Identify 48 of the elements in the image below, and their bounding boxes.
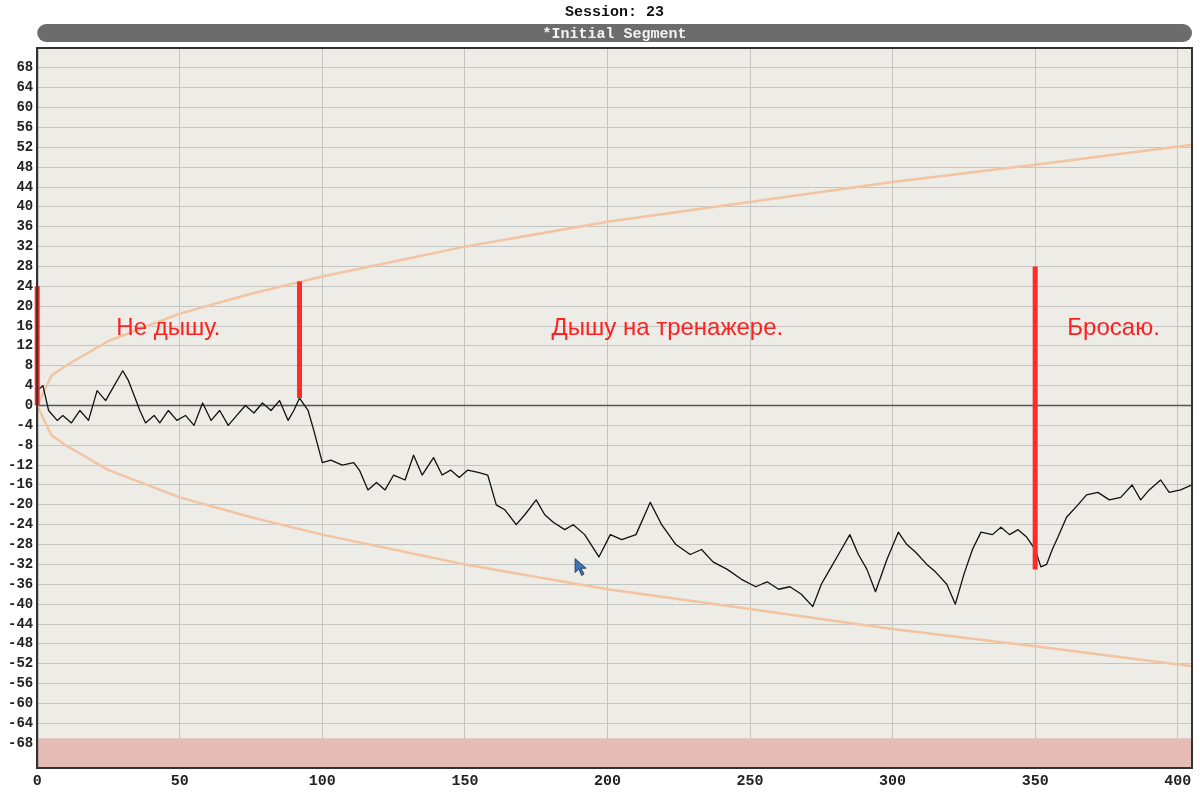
- y-tick-label: -16: [7, 476, 34, 493]
- y-tick-label: 36: [16, 218, 34, 235]
- y-tick-label: 60: [16, 99, 34, 116]
- x-tick-label: 150: [451, 772, 479, 790]
- y-tick-label: 52: [16, 138, 34, 155]
- x-tick-label: 100: [308, 772, 336, 790]
- y-tick-label: 40: [16, 198, 34, 215]
- y-tick-label: -68: [7, 734, 34, 751]
- x-tick-label: 200: [593, 772, 621, 790]
- y-tick-label: -52: [7, 655, 34, 672]
- y-tick-label: -60: [7, 694, 34, 711]
- y-tick-label: -56: [7, 675, 34, 692]
- chart-subtitle: *Initial Segment: [542, 25, 687, 43]
- x-tick-label: 300: [879, 772, 907, 790]
- y-tick-label: 12: [16, 337, 34, 354]
- y-tick-label: -4: [16, 416, 34, 433]
- y-tick-label: 16: [16, 317, 34, 334]
- chart-title: Session: 23: [565, 3, 665, 21]
- y-tick-label: -36: [7, 575, 34, 592]
- y-tick-label: 4: [24, 377, 34, 394]
- y-tick-label: -40: [7, 595, 34, 612]
- y-tick-label: 48: [16, 158, 34, 175]
- x-tick-label: 350: [1021, 772, 1049, 790]
- y-tick-label: -24: [7, 516, 34, 533]
- annotation: Бросаю.: [1067, 313, 1160, 341]
- y-tick-label: 0: [24, 397, 34, 414]
- y-tick-label: 44: [16, 178, 34, 195]
- annotation: Дышу на тренажере.: [551, 313, 784, 341]
- y-tick-label: -32: [7, 555, 34, 572]
- y-tick-label: -20: [7, 496, 34, 513]
- y-tick-label: 56: [16, 118, 34, 135]
- y-tick-label: -64: [7, 714, 34, 731]
- x-tick-label: 250: [736, 772, 764, 790]
- y-tick-label: 20: [16, 297, 34, 314]
- x-tick-label: 400: [1164, 772, 1192, 790]
- y-tick-label: -12: [7, 456, 34, 473]
- y-tick-label: -44: [7, 615, 34, 632]
- x-tick-label: 50: [170, 772, 189, 790]
- y-tick-label: 28: [16, 258, 34, 275]
- y-tick-label: 8: [24, 357, 34, 374]
- annotation: Не дышу.: [116, 313, 221, 341]
- y-tick-label: 68: [16, 59, 34, 76]
- y-tick-label: -28: [7, 536, 34, 553]
- y-tick-label: -8: [16, 436, 34, 453]
- y-tick-label: -48: [7, 635, 34, 652]
- y-tick-label: 32: [16, 238, 34, 255]
- y-tick-label: 24: [16, 277, 34, 294]
- y-tick-label: 64: [16, 79, 34, 96]
